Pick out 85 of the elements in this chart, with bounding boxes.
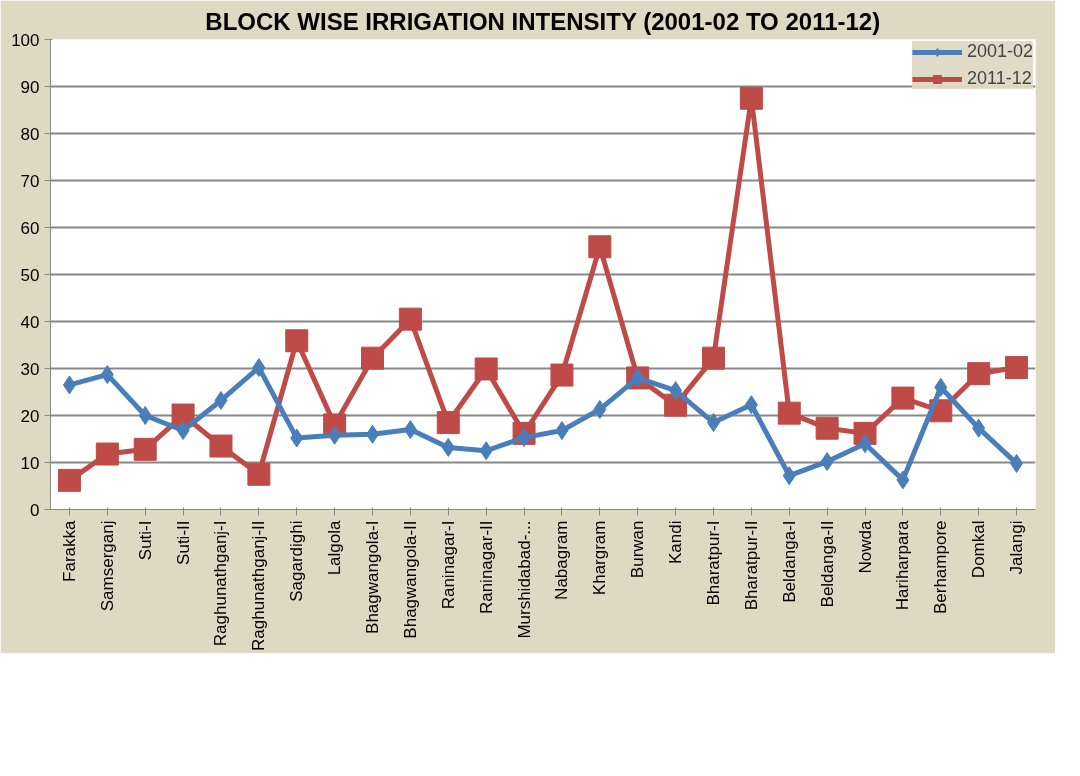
point — [361, 346, 385, 370]
point — [403, 420, 417, 440]
point — [252, 358, 266, 378]
point — [858, 434, 872, 454]
point — [57, 468, 81, 492]
point — [896, 470, 910, 490]
point — [588, 235, 612, 259]
y-tick-label: 40 — [20, 312, 40, 332]
point — [815, 416, 839, 440]
legend-label: 2011-12 — [966, 68, 1032, 89]
x-tick-label: Hariharpara — [893, 519, 913, 611]
point — [441, 437, 455, 457]
point — [398, 307, 422, 331]
point — [1010, 453, 1024, 473]
point — [967, 362, 991, 386]
point — [366, 424, 380, 444]
y-tick-label: 80 — [20, 124, 40, 144]
x-tick-label: Suti-II — [173, 520, 193, 565]
point — [328, 425, 342, 445]
point — [550, 363, 574, 387]
x-tick-label: Burwan — [628, 520, 648, 579]
x-tick-label: Nabagram — [552, 520, 572, 600]
x-tick-label: Raninagar-I — [438, 520, 458, 610]
x-tick-label: Beldanga-II — [817, 520, 837, 608]
x-tick-label: Domkal — [969, 520, 989, 579]
point — [517, 428, 531, 448]
point — [62, 375, 76, 395]
point — [479, 441, 493, 461]
point — [777, 401, 801, 425]
point — [555, 421, 569, 441]
point — [133, 437, 157, 461]
point — [1005, 356, 1029, 380]
y-tick-label: 10 — [20, 453, 40, 473]
y-tick-label: 50 — [20, 265, 40, 285]
y-tick-label: 70 — [20, 171, 40, 191]
x-tick-label: Murshidabad-... — [514, 520, 534, 639]
x-tick-label: Farakka — [59, 519, 79, 582]
x-tick-label: Nowda — [855, 519, 875, 574]
y-tick-label: 0 — [30, 500, 40, 520]
point — [593, 399, 607, 419]
point — [290, 428, 304, 448]
legend-label: 2001-02 — [966, 41, 1033, 62]
x-tick-label: Jalangi — [1007, 520, 1027, 575]
x-tick-label: Bharatpur-II — [741, 520, 761, 611]
point — [706, 413, 720, 433]
point — [138, 406, 152, 425]
x-tick-label: Bhagwangola-II — [400, 520, 420, 639]
x-tick-label: Suti-I — [135, 520, 155, 561]
point — [820, 452, 834, 472]
x-tick-label: Sagardighi — [287, 520, 307, 602]
point — [891, 386, 915, 410]
point — [474, 357, 498, 381]
x-tick-label: Lalgola — [325, 519, 345, 576]
point — [247, 462, 271, 486]
point — [631, 368, 645, 388]
x-tick-label: Raninagar-II — [476, 520, 496, 615]
point — [782, 466, 796, 486]
x-tick-label: Raghunathganj-I — [211, 520, 231, 647]
x-tick-label: Bharatpur-I — [703, 520, 723, 606]
point — [972, 418, 986, 438]
point — [100, 365, 114, 385]
chart-title: BLOCK WISE IRRIGATION INTENSITY (2001-02 TO 2011-12) — [205, 7, 881, 35]
point — [214, 390, 228, 410]
point — [669, 381, 683, 401]
x-tick-label: Berhampore — [931, 520, 951, 615]
x-tick-label: Khargram — [590, 520, 610, 596]
point — [209, 434, 233, 458]
point — [739, 86, 763, 110]
x-tick-label: Kandi — [666, 520, 686, 564]
point — [934, 377, 948, 397]
y-tick-label: 60 — [20, 218, 40, 238]
x-tick-label: Samserganj — [97, 520, 117, 612]
point — [176, 421, 190, 441]
y-tick-label: 20 — [20, 406, 40, 426]
point — [701, 346, 725, 370]
point — [95, 442, 119, 466]
y-tick-label: 90 — [20, 77, 40, 97]
x-tick-label: Bhagwangola-I — [363, 520, 383, 634]
point — [285, 329, 309, 353]
point — [744, 395, 758, 415]
y-tick-label: 100 — [11, 30, 40, 50]
y-tick-label: 30 — [20, 359, 40, 379]
x-tick-label: Raghunathganj-II — [249, 520, 269, 651]
point — [436, 411, 460, 435]
x-tick-label: Beldanga-I — [779, 520, 799, 603]
